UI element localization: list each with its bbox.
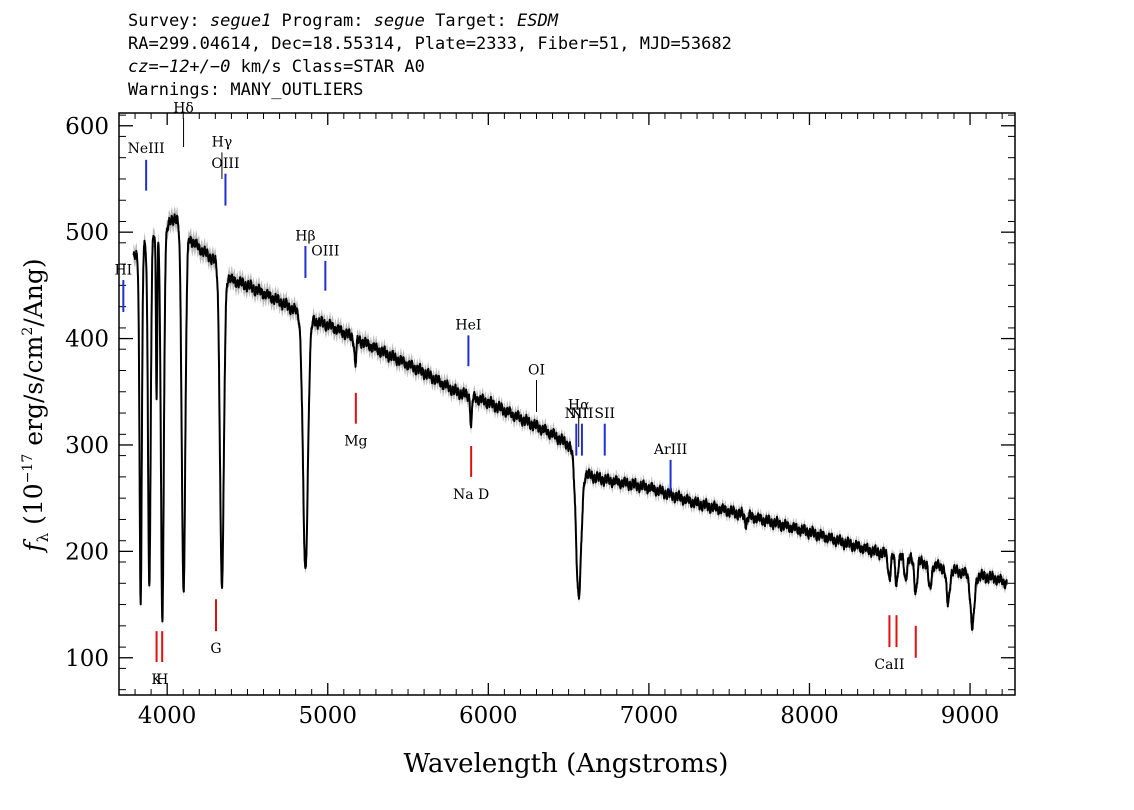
target-value: ESDM — [516, 11, 558, 31]
header-line-redshift: cz=−12+/−0 km/s Class=STAR A0 — [128, 56, 1028, 79]
program-value: segue — [373, 11, 425, 31]
annotation-label: SII — [594, 406, 615, 422]
annotation-label: NeIII — [128, 141, 165, 157]
annotation-label: NII — [570, 406, 593, 422]
header-line-warnings: Warnings: MANY_OUTLIERS — [128, 80, 364, 100]
survey-value: segue1 — [209, 11, 272, 31]
spectrum-header: Survey: segue1 Program: segue Target: ES… — [128, 10, 1028, 102]
survey-label: Survey: — [128, 11, 210, 31]
x-tick-label: 7000 — [620, 703, 679, 729]
header-line-survey: Survey: segue1 Program: segue Target: ES… — [128, 10, 1028, 33]
axis-ticks: 4000 5000 6000 7000 8000 9000 100 200 300 400 500 6… — [65, 113, 1015, 729]
annotation-label: NII — [565, 406, 588, 422]
x-tick-label: 5000 — [298, 703, 357, 729]
annotation-label: Hβ — [295, 228, 315, 244]
y-axis-label: fλ (10−17 erg/s/cm2/Ang) — [19, 258, 52, 553]
annotation-label: Hδ — [173, 101, 194, 117]
program-label: Program: — [271, 11, 374, 31]
y-tick-label: 600 — [65, 114, 109, 140]
y-tick-label: 300 — [65, 433, 109, 459]
y-tick-label: 100 — [65, 646, 109, 672]
annotation-label: Hγ — [212, 135, 233, 151]
annotation-label: OIII — [211, 156, 239, 172]
target-label: Target: — [424, 11, 517, 31]
annotation-label: ArIII — [653, 442, 687, 458]
annotation-label: G — [210, 641, 221, 657]
plot-frame — [118, 112, 1016, 696]
x-axis-label: Wavelength (Angstroms) — [404, 749, 729, 779]
x-tick-label: 6000 — [459, 703, 518, 729]
annotation-label: Mg — [344, 434, 367, 450]
annotation-label: HI — [114, 262, 132, 278]
annotation-label: OI — [528, 362, 545, 378]
annotation-label: OIII — [311, 243, 339, 259]
y-tick-label: 400 — [65, 327, 109, 353]
annotation-label: CaII — [874, 657, 904, 673]
x-tick-label: 4000 — [138, 703, 197, 729]
annotation-label: Hα — [568, 398, 590, 414]
header-line-coords: RA=299.04614, Dec=18.55314, Plate=2333, … — [128, 34, 732, 54]
annotation-label: HeI — [455, 318, 481, 334]
x-tick-label: 8000 — [780, 703, 839, 729]
y-tick-label: 200 — [65, 539, 109, 565]
x-tick-label: 9000 — [941, 703, 1000, 729]
spectrum-line — [132, 213, 1008, 631]
annotation-label: K — [151, 672, 162, 688]
cz-value: =−12+/−0 — [148, 57, 231, 77]
annotation-label: H — [156, 672, 168, 688]
spectrum-layer — [132, 213, 1008, 631]
y-tick-label: 500 — [65, 220, 109, 246]
cz-label: cz — [128, 57, 149, 77]
annotation-label: Na D — [453, 487, 489, 503]
class-text: km/s Class=STAR A0 — [230, 57, 425, 77]
